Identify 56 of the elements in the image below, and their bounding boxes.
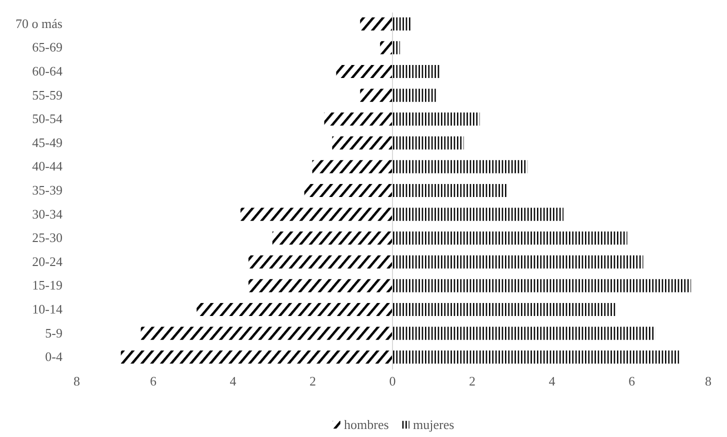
y-tick-label: 10-14 [32, 302, 63, 316]
x-tick-label: 2 [469, 374, 476, 388]
y-tick-label: 70 o más [16, 16, 62, 31]
bar [392, 64, 440, 78]
y-tick-label: 5-9 [45, 325, 62, 340]
bar [392, 232, 628, 245]
bar [392, 350, 680, 364]
bar [360, 88, 392, 102]
bar [312, 160, 392, 174]
bar [140, 326, 392, 340]
bar [120, 350, 392, 364]
bar [272, 232, 392, 245]
bar [392, 136, 464, 150]
y-tick-label: 20-24 [32, 254, 63, 269]
y-tick-label: 50-54 [32, 111, 63, 126]
bar [380, 41, 392, 54]
x-tick-label: 2 [310, 374, 316, 388]
y-tick-label: 30-34 [32, 206, 63, 222]
bar [392, 88, 436, 102]
y-tick-label: 55-59 [32, 87, 62, 102]
y-tick-label: 40-44 [32, 158, 63, 174]
x-tick-label: 0 [389, 374, 396, 388]
bar [392, 279, 692, 292]
x-tick-label: 4 [548, 374, 556, 388]
bar [336, 64, 392, 78]
y-tick-label: 0-4 [45, 349, 63, 364]
bar [240, 208, 392, 221]
bar [324, 112, 392, 126]
bar [392, 184, 508, 198]
bar [392, 208, 564, 221]
bar [196, 302, 392, 316]
bar [360, 17, 392, 30]
legend-label: mujeres [413, 416, 454, 432]
bar [392, 326, 656, 340]
y-tick-label: 25-30 [32, 230, 62, 246]
x-tick-label: 6 [150, 374, 157, 388]
y-tick-label: 15-19 [32, 278, 62, 293]
bar [392, 302, 616, 316]
y-tick-label: 65-69 [32, 40, 62, 55]
bar [248, 255, 392, 268]
x-tick-label: 8 [705, 374, 712, 388]
x-tick-label: 4 [230, 374, 237, 388]
x-tick-label: 6 [628, 374, 636, 388]
y-tick-label: 60-64 [32, 64, 63, 78]
bar [248, 279, 392, 292]
bar [392, 160, 528, 174]
y-tick-label: 45-49 [32, 134, 62, 150]
bar [392, 112, 480, 126]
x-tick-label: 8 [74, 374, 80, 388]
bar [392, 17, 412, 30]
legend-label: hombres [344, 416, 389, 432]
y-tick-label: 35-39 [32, 182, 62, 198]
bar [332, 136, 392, 150]
bar [304, 184, 392, 198]
bar [392, 41, 400, 54]
bar [392, 255, 644, 268]
